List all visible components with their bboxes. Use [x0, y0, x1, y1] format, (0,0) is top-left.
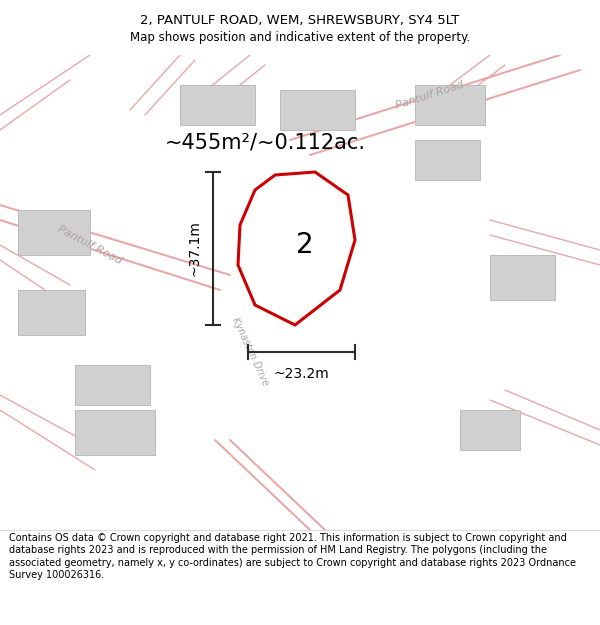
Polygon shape	[490, 255, 555, 300]
Text: 2, PANTULF ROAD, WEM, SHREWSBURY, SY4 5LT: 2, PANTULF ROAD, WEM, SHREWSBURY, SY4 5L…	[140, 14, 460, 27]
Polygon shape	[18, 210, 90, 255]
Polygon shape	[75, 410, 155, 455]
Text: ~37.1m: ~37.1m	[187, 221, 201, 276]
Text: ~23.2m: ~23.2m	[274, 367, 329, 381]
Polygon shape	[415, 85, 485, 125]
Polygon shape	[460, 410, 520, 450]
Text: Pantulf Road: Pantulf Road	[56, 224, 124, 266]
Text: 2: 2	[296, 231, 314, 259]
Text: Map shows position and indicative extent of the property.: Map shows position and indicative extent…	[130, 31, 470, 44]
Text: ~455m²/~0.112ac.: ~455m²/~0.112ac.	[164, 132, 365, 152]
Text: Kynaston Drive: Kynaston Drive	[230, 316, 270, 388]
Polygon shape	[18, 290, 85, 335]
Polygon shape	[280, 90, 355, 130]
Polygon shape	[180, 85, 255, 125]
Text: Pantulf Road: Pantulf Road	[395, 79, 466, 111]
Text: Contains OS data © Crown copyright and database right 2021. This information is : Contains OS data © Crown copyright and d…	[9, 533, 576, 580]
Polygon shape	[238, 172, 355, 325]
Polygon shape	[75, 365, 150, 405]
Polygon shape	[415, 140, 480, 180]
